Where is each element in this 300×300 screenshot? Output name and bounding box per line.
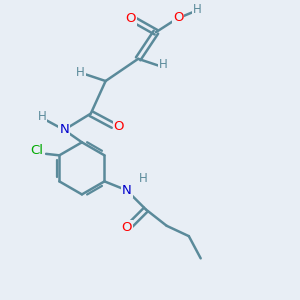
Text: H: H (38, 110, 46, 123)
Text: O: O (125, 12, 136, 26)
Text: O: O (114, 120, 124, 134)
Text: H: H (76, 66, 85, 79)
Text: H: H (193, 3, 202, 16)
Text: N: N (122, 184, 132, 197)
Text: N: N (59, 123, 69, 136)
Text: O: O (122, 221, 132, 234)
Text: O: O (173, 11, 183, 24)
Text: H: H (159, 58, 168, 71)
Text: H: H (139, 172, 148, 185)
Text: Cl: Cl (31, 144, 44, 158)
